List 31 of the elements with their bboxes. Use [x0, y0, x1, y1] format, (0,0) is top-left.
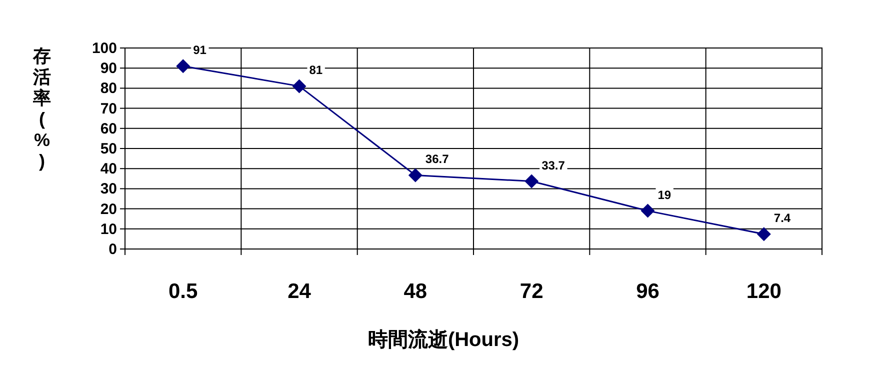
- y-tick-label: 60: [100, 120, 117, 138]
- x-tick-label: 0.5: [168, 280, 198, 303]
- data-label: 91: [193, 43, 207, 58]
- y-axis-title: 存活率(%): [32, 46, 51, 171]
- x-tick-label: 72: [520, 280, 544, 303]
- point: [292, 79, 306, 94]
- point: [408, 168, 422, 182]
- data-label: 33.7: [542, 158, 566, 172]
- point: [756, 227, 771, 242]
- y-tick-label: 20: [100, 200, 117, 218]
- x-tick-label: 24: [288, 280, 312, 303]
- y-tick-label: 90: [100, 60, 117, 78]
- point: [524, 174, 539, 188]
- x-tick-label: 96: [636, 280, 660, 303]
- data-label: 7.4: [774, 211, 791, 226]
- y-tick-label: 10: [100, 220, 117, 238]
- y-tick-label: 100: [92, 40, 117, 57]
- point: [640, 204, 655, 218]
- y-tick-label: 0: [108, 241, 117, 258]
- data-label: 36.7: [425, 152, 450, 166]
- data-label: 81: [309, 63, 323, 78]
- y-tick-label: 80: [100, 80, 117, 98]
- point: [176, 59, 190, 74]
- y-tick-label: 70: [100, 100, 117, 118]
- x-axis-title: 時間流逝(Hours): [368, 328, 520, 351]
- y-tick-label: 40: [100, 160, 117, 178]
- data-label: 19: [658, 188, 672, 202]
- y-tick-label: 30: [100, 180, 117, 198]
- x-tick-label: 120: [746, 280, 782, 303]
- x-tick-label: 48: [404, 280, 428, 303]
- y-tick-label: 50: [100, 140, 117, 158]
